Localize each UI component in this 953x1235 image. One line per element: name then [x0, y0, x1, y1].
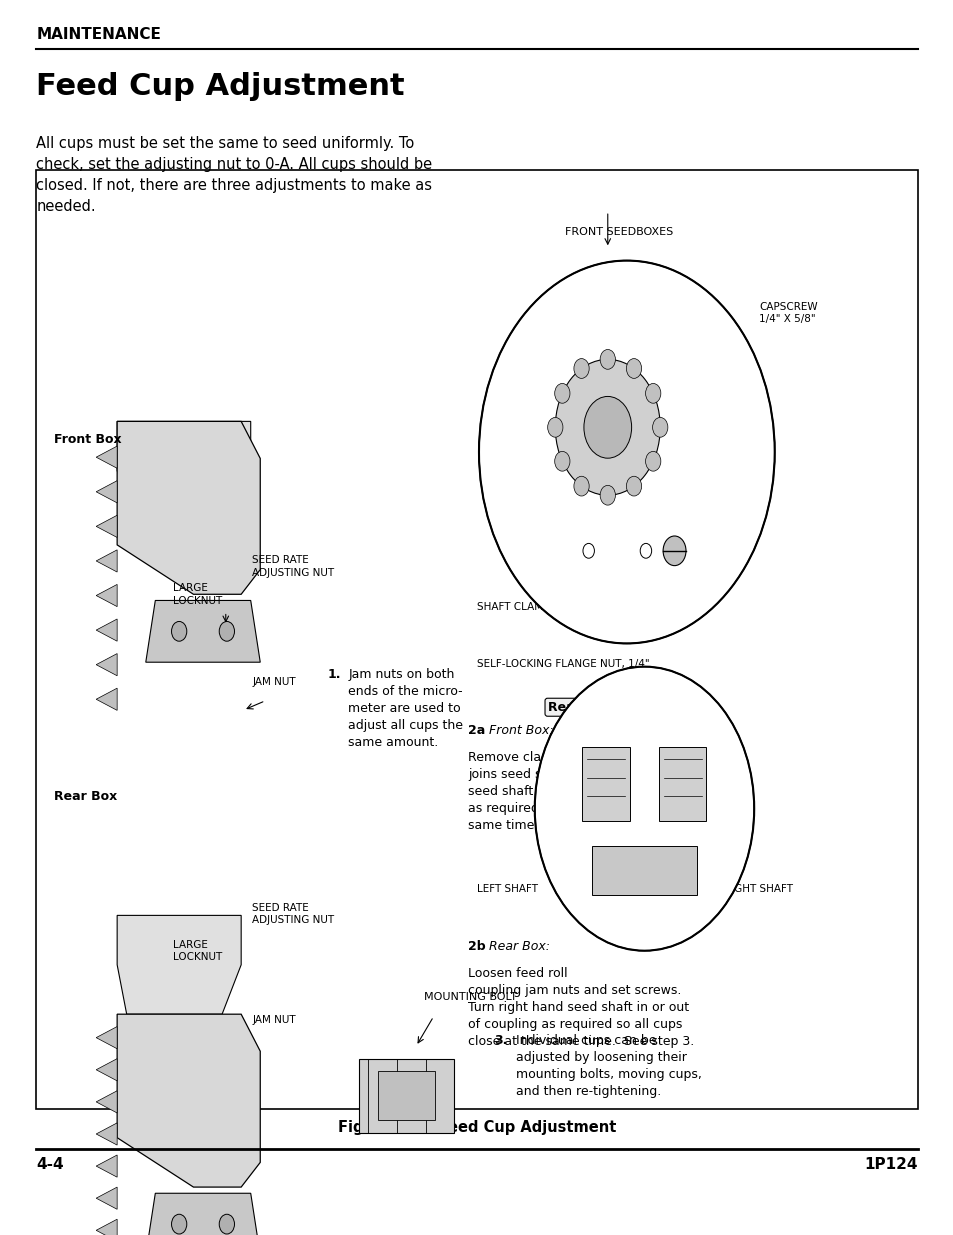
Text: Jam nuts on both
ends of the micro-
meter are used to
adjust all cups the
same a: Jam nuts on both ends of the micro- mete…	[348, 668, 462, 748]
Text: CAPSCREW
1/4" X 5/8": CAPSCREW 1/4" X 5/8"	[759, 301, 817, 325]
Polygon shape	[96, 584, 117, 606]
Text: FRONT SEEDBOXES: FRONT SEEDBOXES	[564, 227, 673, 237]
Text: Figure 4-3:  Feed Cup Adjustment: Figure 4-3: Feed Cup Adjustment	[337, 1120, 616, 1135]
Polygon shape	[117, 1014, 260, 1187]
Polygon shape	[117, 421, 260, 594]
Polygon shape	[96, 1026, 117, 1049]
Text: 4-4: 4-4	[36, 1157, 64, 1172]
Polygon shape	[96, 446, 117, 468]
Text: Feed Cup Adjustment: Feed Cup Adjustment	[36, 72, 404, 100]
Polygon shape	[96, 1123, 117, 1145]
Polygon shape	[96, 619, 117, 641]
Circle shape	[172, 621, 187, 641]
Text: SHAFT CLAMP: SHAFT CLAMP	[476, 603, 549, 613]
Text: LEFT SHAFT: LEFT SHAFT	[476, 884, 537, 894]
Text: 2a: 2a	[468, 724, 485, 737]
Circle shape	[652, 417, 667, 437]
Text: 1P124: 1P124	[863, 1157, 917, 1172]
Polygon shape	[96, 688, 117, 710]
FancyBboxPatch shape	[592, 846, 697, 895]
Polygon shape	[96, 1155, 117, 1177]
Circle shape	[478, 261, 774, 643]
Circle shape	[547, 417, 562, 437]
Circle shape	[645, 383, 660, 403]
Polygon shape	[96, 653, 117, 676]
Circle shape	[583, 396, 631, 458]
Circle shape	[172, 1214, 187, 1234]
Circle shape	[554, 383, 569, 403]
Circle shape	[639, 543, 651, 558]
Text: Rear Box:: Rear Box:	[489, 940, 550, 953]
Text: 3.: 3.	[494, 1034, 507, 1047]
Text: Front Box:: Front Box:	[489, 724, 554, 737]
FancyBboxPatch shape	[582, 747, 630, 821]
FancyBboxPatch shape	[358, 1058, 454, 1132]
Circle shape	[555, 359, 659, 495]
Polygon shape	[96, 1058, 117, 1081]
Polygon shape	[96, 480, 117, 503]
Polygon shape	[117, 915, 241, 1014]
Text: MAINTENANCE: MAINTENANCE	[36, 27, 161, 42]
Circle shape	[626, 358, 641, 378]
Text: SEED RATE
ADJUSTING NUT: SEED RATE ADJUSTING NUT	[252, 903, 334, 925]
Text: 2b: 2b	[468, 940, 485, 953]
Text: LARGE
LOCKNUT: LARGE LOCKNUT	[172, 940, 222, 962]
Text: MOUNTING BOLT: MOUNTING BOLT	[424, 992, 517, 1002]
Circle shape	[599, 350, 615, 369]
Circle shape	[535, 667, 754, 951]
Text: SELF-LOCKING FLANGE NUT, 1/4": SELF-LOCKING FLANGE NUT, 1/4"	[476, 658, 649, 668]
Circle shape	[582, 543, 594, 558]
Polygon shape	[146, 1193, 260, 1235]
Text: Rear Box: Rear Box	[53, 790, 117, 803]
FancyBboxPatch shape	[659, 747, 706, 821]
Text: Remove clamp that
joins seed shafts.  Turn right hand
seed shaft in or out of le: Remove clamp that joins seed shafts. Tur…	[468, 751, 699, 832]
Text: RIGHT SHAFT: RIGHT SHAFT	[723, 884, 792, 894]
Circle shape	[626, 477, 641, 496]
Polygon shape	[96, 1187, 117, 1209]
Polygon shape	[96, 515, 117, 537]
Text: JAM NUT: JAM NUT	[252, 1015, 295, 1025]
Text: LARGE
LOCKNUT: LARGE LOCKNUT	[172, 583, 222, 606]
Text: Front Box: Front Box	[53, 433, 121, 446]
Circle shape	[219, 1214, 234, 1234]
Circle shape	[574, 358, 589, 378]
Polygon shape	[117, 421, 251, 520]
Polygon shape	[96, 550, 117, 572]
FancyBboxPatch shape	[377, 1071, 435, 1120]
Text: Loosen feed roll
coupling jam nuts and set screws.
Turn right hand seed shaft in: Loosen feed roll coupling jam nuts and s…	[468, 967, 694, 1049]
Circle shape	[574, 477, 589, 496]
Circle shape	[219, 621, 234, 641]
Polygon shape	[96, 1091, 117, 1113]
Text: All cups must be set the same to seed uniformly. To
check, set the adjusting nut: All cups must be set the same to seed un…	[36, 136, 432, 214]
Text: Individual cups can be
adjusted by loosening their
mounting bolts, moving cups,
: Individual cups can be adjusted by loose…	[515, 1034, 700, 1098]
Text: SEED RATE
ADJUSTING NUT: SEED RATE ADJUSTING NUT	[252, 556, 334, 578]
Circle shape	[599, 485, 615, 505]
Polygon shape	[96, 1219, 117, 1235]
Circle shape	[645, 451, 660, 471]
Text: 1.: 1.	[327, 668, 340, 680]
Bar	[36, 170, 917, 1109]
Polygon shape	[146, 600, 260, 662]
Text: Rear Boxes: Rear Boxes	[547, 700, 626, 714]
Circle shape	[554, 451, 569, 471]
Circle shape	[662, 536, 685, 566]
Text: JAM NUT: JAM NUT	[252, 677, 295, 687]
